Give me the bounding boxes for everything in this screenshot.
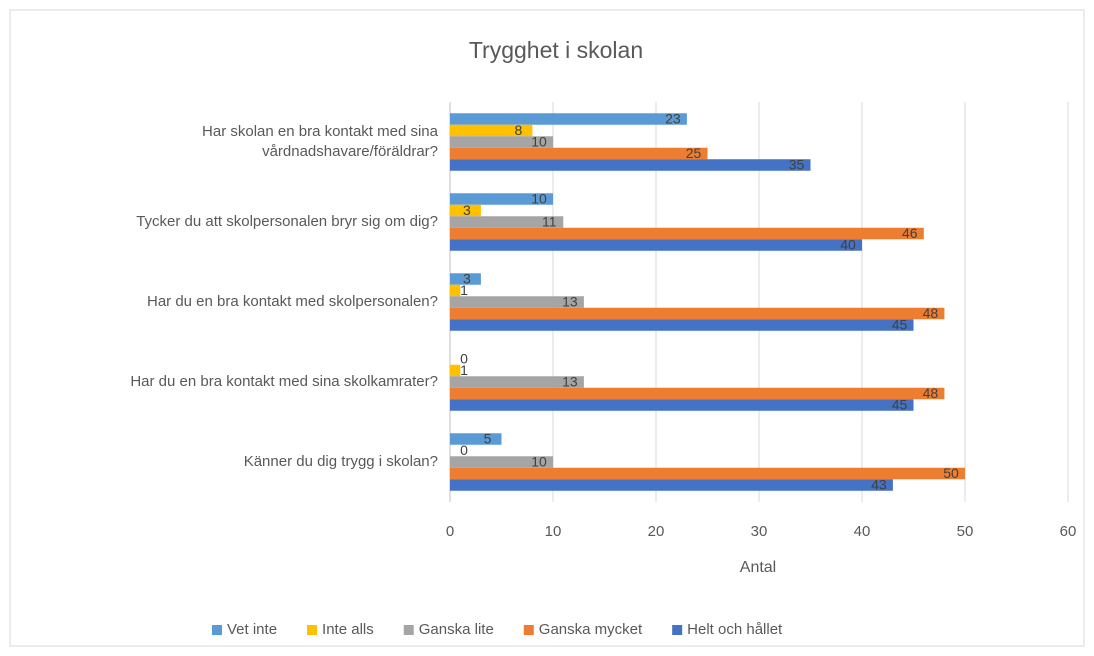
data-label: 45 — [892, 397, 908, 413]
data-label: 50 — [943, 465, 959, 481]
x-tick-label: 20 — [648, 523, 665, 540]
bar — [450, 479, 893, 491]
data-label: 3 — [463, 202, 471, 218]
data-label: 8 — [515, 122, 523, 138]
legend-label: Ganska lite — [419, 621, 494, 638]
bar — [450, 227, 924, 240]
y-tick-label: Känner du dig trygg i skolan? — [243, 453, 438, 470]
legend-swatch — [672, 625, 683, 635]
legend-swatch — [523, 625, 534, 635]
x-tick-label: 0 — [446, 523, 454, 540]
data-label: 43 — [871, 477, 887, 493]
bar — [450, 433, 502, 445]
legend-label: Inte alls — [322, 621, 374, 638]
bar — [450, 159, 811, 171]
bar — [450, 239, 862, 251]
legend-label: Vet inte — [227, 621, 277, 638]
bar — [450, 319, 914, 331]
data-label: 1 — [460, 282, 468, 298]
legend-swatch — [307, 625, 318, 635]
data-label: 13 — [562, 374, 578, 390]
bar — [450, 307, 945, 320]
legend-swatch — [212, 625, 222, 635]
data-label: 10 — [531, 454, 547, 470]
legend-swatch — [403, 625, 414, 635]
y-tick-label: Tycker du att skolpersonalen bryr sig om… — [136, 213, 438, 230]
data-label: 35 — [789, 157, 805, 173]
bar — [450, 364, 461, 377]
x-tick-label: 30 — [751, 523, 768, 540]
bar — [450, 387, 945, 400]
bar — [450, 204, 481, 217]
chart-title: Trygghet i skolan — [469, 37, 643, 63]
data-label: 3 — [463, 271, 471, 287]
data-label: 11 — [542, 214, 557, 230]
x-tick-label: 10 — [545, 523, 562, 540]
data-label: 0 — [460, 442, 468, 458]
bar — [450, 136, 553, 148]
x-axis-label: Antal — [740, 559, 776, 576]
data-label: 45 — [892, 317, 908, 333]
data-label: 25 — [686, 145, 702, 161]
data-label: 48 — [923, 305, 939, 321]
data-label: 0 — [460, 351, 468, 367]
x-tick-label: 40 — [854, 523, 871, 540]
bar — [450, 147, 708, 160]
y-tick-label: Har skolan en bra kontakt med sina vårdn… — [202, 123, 438, 160]
data-label: 10 — [531, 191, 547, 207]
data-label: 5 — [484, 431, 492, 447]
data-label: 13 — [562, 294, 578, 310]
bar — [450, 399, 914, 411]
legend-label: Helt och hållet — [687, 621, 783, 638]
y-tick-label: Har du en bra kontakt med skolpersonalen… — [146, 293, 438, 310]
bar — [450, 273, 481, 285]
bar — [450, 456, 553, 468]
data-label: 46 — [902, 225, 918, 241]
y-tick-label: Har du en bra kontakt med sina skolkamra… — [130, 373, 438, 390]
x-tick-label: 60 — [1060, 523, 1077, 540]
legend-label: Ganska mycket — [539, 621, 643, 638]
data-label: 48 — [923, 385, 939, 401]
bar — [450, 467, 965, 480]
bar — [450, 113, 687, 125]
data-label: 23 — [665, 111, 681, 127]
data-label: 40 — [840, 237, 856, 253]
bar — [450, 193, 553, 205]
bar — [450, 284, 461, 297]
data-label: 1 — [460, 362, 468, 378]
data-label: 10 — [531, 134, 547, 150]
bar — [450, 296, 584, 308]
bar — [450, 124, 533, 137]
x-tick-label: 50 — [957, 523, 974, 540]
bar — [450, 376, 584, 388]
bar — [450, 216, 564, 228]
